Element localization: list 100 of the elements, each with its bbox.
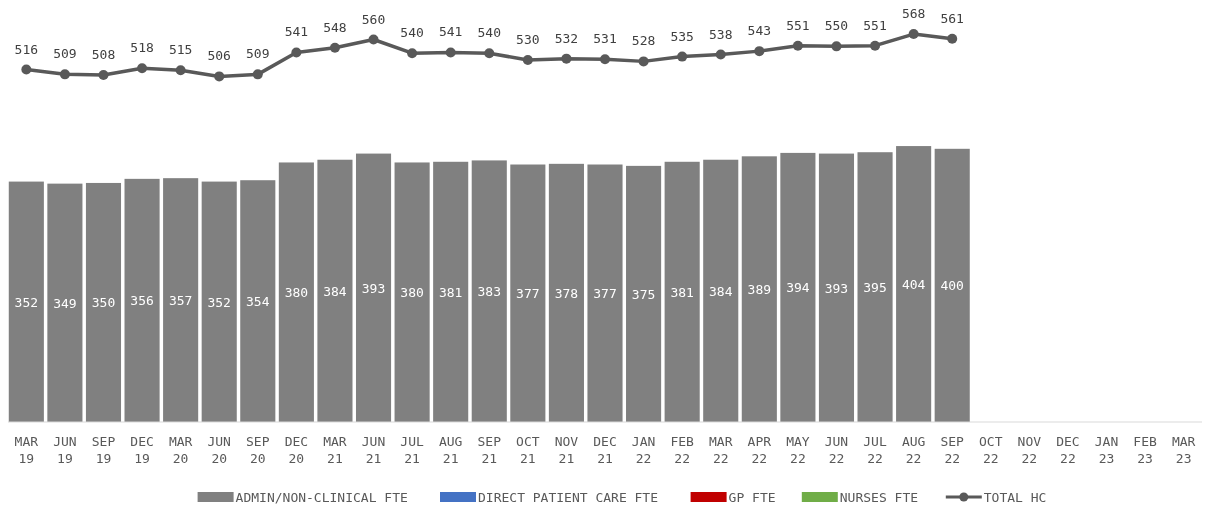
x-tick-label: JUN 19: [53, 434, 77, 466]
data-label: 375: [631, 286, 656, 302]
point: [59, 69, 70, 80]
point: [445, 47, 456, 58]
data-label: 530: [516, 32, 540, 48]
x-tick-label: MAR 23: [1171, 434, 1196, 466]
point: [792, 40, 803, 51]
data-label: 384: [708, 283, 733, 299]
data-label: 508: [91, 47, 116, 63]
data-label: 381: [670, 284, 694, 300]
point: [870, 40, 881, 51]
data-label: 561: [940, 10, 964, 26]
bar: [548, 163, 584, 422]
legend-label: DIRECT PATIENT CARE FTE: [478, 490, 659, 505]
data-label: 543: [747, 23, 772, 39]
x-tick-label: DEC 21: [593, 434, 617, 466]
x-tick-label: MAY 22: [786, 434, 810, 466]
point: [522, 55, 533, 66]
point: [831, 41, 842, 52]
x-tick-label: JAN 23: [1094, 434, 1119, 466]
bar: [47, 183, 83, 422]
legend-label: GP FTE: [728, 490, 776, 505]
data-label: 538: [708, 26, 733, 42]
data-label: 541: [438, 24, 463, 40]
data-label: 389: [747, 282, 772, 298]
bar: [201, 181, 237, 422]
data-label: 395: [863, 280, 887, 296]
bar: [896, 146, 932, 422]
point: [754, 46, 765, 57]
point: [638, 56, 649, 67]
x-tick-label: MAR 19: [14, 434, 39, 466]
x-tick-label: JUN 20: [207, 434, 231, 466]
bar: [394, 162, 430, 422]
data-label: 568: [901, 6, 926, 22]
data-label: 356: [130, 293, 154, 309]
data-label: 378: [554, 285, 579, 301]
x-tick-label: DEC 22: [1056, 434, 1080, 466]
x-tick-label: DEC 20: [284, 434, 309, 466]
data-label: 352: [207, 294, 231, 310]
x-tick-label: JUL 22: [863, 434, 887, 466]
data-label: 393: [824, 280, 849, 296]
data-label: 381: [438, 284, 463, 300]
data-label: 352: [14, 294, 39, 310]
x-tick-label: APR 22: [747, 434, 772, 466]
bar: [433, 161, 469, 422]
point: [677, 51, 688, 62]
data-label: 509: [53, 46, 77, 62]
x-tick-label: MAR 20: [168, 434, 193, 466]
data-label: 541: [284, 24, 309, 40]
x-tick-label: SEP 21: [477, 434, 502, 466]
data-label: 506: [207, 48, 231, 64]
data-label: 540: [477, 25, 502, 41]
x-tick-label: OCT 21: [516, 434, 540, 466]
bar: [240, 180, 276, 422]
point: [329, 42, 340, 53]
bar: [703, 159, 739, 422]
data-label: 516: [14, 41, 39, 57]
data-label: 377: [593, 286, 617, 302]
data-label: 357: [168, 293, 193, 309]
data-label: 394: [786, 280, 810, 296]
data-label: 400: [940, 278, 964, 294]
x-tick-label: SEP 20: [246, 434, 270, 466]
point: [715, 49, 726, 60]
point: [368, 34, 379, 45]
x-tick-label: JUL 21: [400, 434, 425, 466]
data-label: 532: [554, 30, 579, 46]
x-tick-label: FEB 22: [670, 434, 695, 466]
data-label: 354: [246, 294, 270, 310]
x-tick-label: DEC 19: [130, 434, 154, 466]
data-label: 404: [901, 277, 926, 293]
point: [98, 70, 109, 81]
x-tick-label: NOV 22: [1017, 434, 1042, 466]
bar: [278, 162, 314, 422]
point: [484, 48, 495, 59]
legend-label: ADMIN/NON-CLINICAL FTE: [235, 490, 408, 505]
point: [908, 29, 919, 40]
bar: [818, 153, 855, 422]
bar: [85, 182, 122, 422]
bar: [664, 161, 700, 422]
data-label: 528: [631, 33, 656, 49]
data-label: 540: [400, 25, 424, 41]
point: [252, 69, 263, 80]
bar: [471, 160, 507, 422]
point: [21, 64, 32, 75]
x-tick-label: JUN 21: [361, 434, 386, 466]
data-label: 515: [168, 42, 193, 58]
point: [214, 71, 225, 82]
data-label: 550: [824, 18, 849, 34]
data-label: 518: [130, 40, 154, 56]
x-tick-label: MAR 22: [708, 434, 733, 466]
x-tick-label: OCT 22: [979, 434, 1003, 466]
x-tick-label: JUN 22: [824, 434, 849, 466]
bar: [857, 152, 893, 422]
data-label: 509: [246, 46, 270, 62]
data-label: 551: [786, 17, 810, 33]
point: [137, 63, 148, 74]
legend-label: NURSES FTE: [839, 490, 919, 505]
bar: [741, 156, 777, 422]
x-tick-label: SEP 22: [940, 434, 965, 466]
data-label: 535: [670, 28, 694, 44]
